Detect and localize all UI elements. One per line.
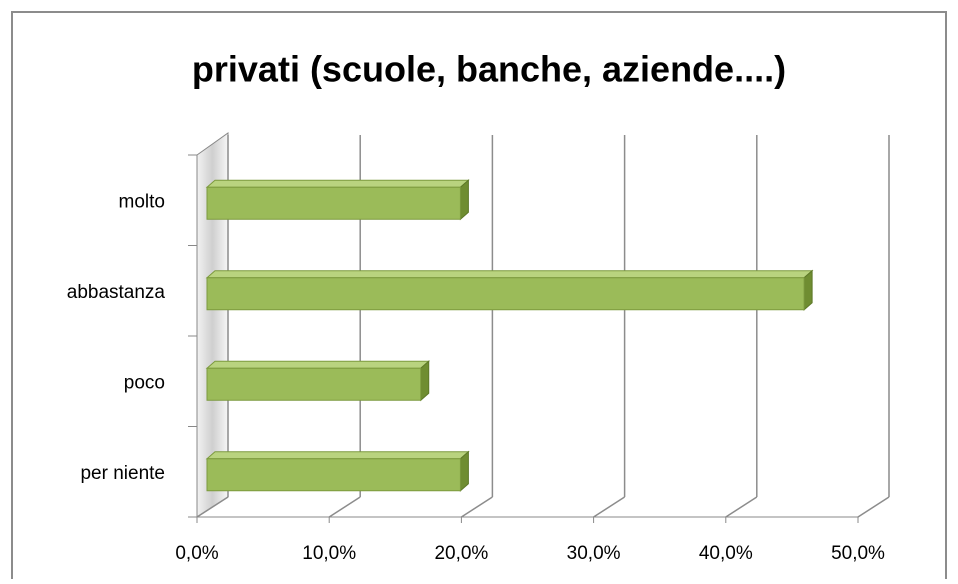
bar xyxy=(205,269,814,311)
bar-end xyxy=(459,179,469,221)
bar-end xyxy=(459,450,469,492)
y-tick-label: molto xyxy=(119,191,165,212)
bar-front xyxy=(206,277,805,311)
floor-grid-line xyxy=(460,496,493,518)
bar xyxy=(205,179,470,221)
x-tick-label: 10,0% xyxy=(302,543,356,564)
floor-grid-line xyxy=(196,496,229,518)
bar-top xyxy=(205,360,431,369)
x-tick-label: 20,0% xyxy=(434,543,488,564)
floor-grid-line xyxy=(725,496,758,518)
bar-top xyxy=(205,179,470,188)
bar-top xyxy=(205,270,814,279)
bar-front xyxy=(206,186,461,220)
x-tick-label: 40,0% xyxy=(699,543,753,564)
y-tick-label: poco xyxy=(124,372,165,393)
bar-front xyxy=(206,367,422,401)
bar-end xyxy=(803,269,813,311)
bar xyxy=(205,360,431,402)
floor-grid-line xyxy=(593,496,626,518)
x-tick-label: 30,0% xyxy=(567,543,621,564)
bar-top xyxy=(205,451,470,460)
x-tick-label: 50,0% xyxy=(831,543,885,564)
bar-front xyxy=(206,458,461,492)
x-tick-label: 0,0% xyxy=(175,543,218,564)
y-tick-label: abbastanza xyxy=(67,282,166,303)
bar xyxy=(205,450,470,492)
floor-grid-line xyxy=(328,496,361,518)
bar-end xyxy=(420,360,430,402)
y-tick-label: per niente xyxy=(80,463,165,484)
floor-grid-line xyxy=(857,496,890,518)
chart-title: privati (scuole, banche, aziende....) xyxy=(192,49,786,90)
